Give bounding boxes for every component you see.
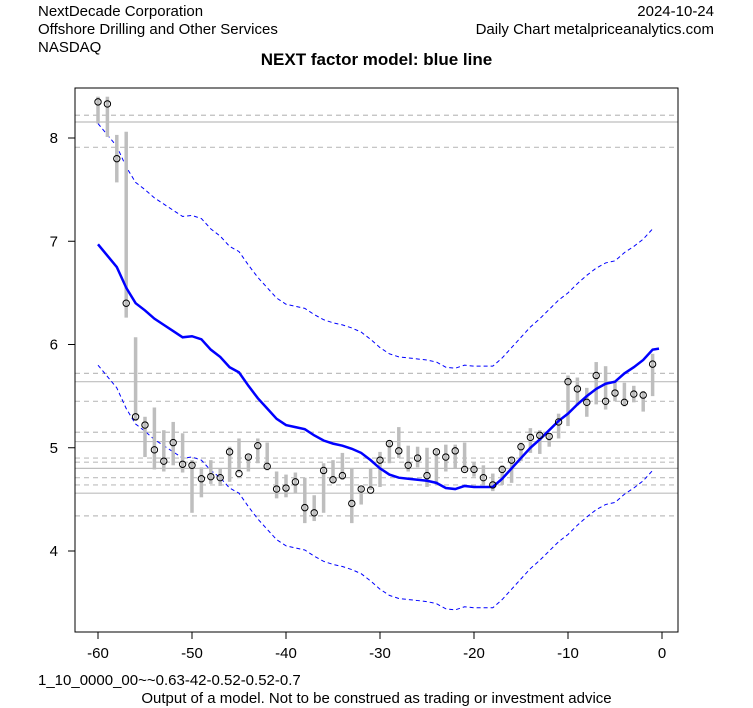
close-point — [639, 391, 647, 399]
close-point — [113, 154, 121, 163]
close-point — [573, 385, 582, 393]
close-point — [423, 471, 431, 480]
exchange-label: NASDAQ — [38, 39, 102, 56]
close-point — [554, 418, 563, 426]
close-point — [291, 478, 300, 486]
close-point — [592, 371, 600, 380]
y-tick-label: 5 — [50, 440, 58, 457]
close-point — [141, 421, 149, 429]
x-tick-label: -30 — [369, 645, 391, 662]
close-point — [413, 454, 422, 462]
close-point — [348, 499, 356, 508]
close-point — [197, 475, 206, 483]
close-point — [385, 439, 394, 448]
close-point — [301, 503, 309, 512]
close-point — [442, 453, 450, 461]
close-point — [94, 98, 102, 106]
close-point — [366, 486, 375, 494]
close-point — [160, 457, 168, 465]
x-tick-label: -60 — [87, 645, 109, 662]
close-point — [357, 485, 365, 493]
chart-title: NEXT factor model: blue line — [260, 50, 493, 69]
close-point — [329, 476, 337, 484]
x-tick-label: -50 — [181, 645, 203, 662]
close-point — [272, 485, 281, 493]
close-point — [122, 299, 130, 307]
x-tick-label: -10 — [557, 645, 579, 662]
y-tick-label: 6 — [50, 337, 58, 354]
close-point — [583, 398, 591, 407]
x-tick-label: -20 — [463, 645, 485, 662]
plot-frame — [74, 87, 679, 633]
close-point — [489, 481, 497, 489]
close-point — [479, 473, 488, 482]
close-point — [611, 389, 619, 397]
model-line — [97, 243, 660, 491]
close-point — [207, 472, 215, 481]
disclaimer: Output of a model. Not to be construed a… — [141, 690, 612, 707]
close-point — [545, 432, 553, 441]
close-point — [169, 438, 177, 447]
close-point — [244, 453, 253, 461]
model-params: 1_10_0000_00~~0.63-42-0.52-0.52-0.7 — [38, 672, 301, 689]
close-point — [451, 447, 459, 455]
close-point — [432, 448, 441, 456]
close-point — [470, 465, 478, 474]
close-point — [188, 461, 196, 470]
x-tick-label: -40 — [275, 645, 297, 662]
close-point — [648, 360, 657, 368]
close-point — [498, 465, 506, 474]
close-point — [216, 473, 224, 482]
close-point — [460, 465, 469, 474]
close-point — [131, 413, 140, 421]
close-point — [395, 447, 403, 455]
close-point — [319, 466, 328, 475]
close-point — [517, 443, 525, 451]
close-point — [254, 441, 262, 450]
close-point — [338, 471, 347, 480]
sector-label: Offshore Drilling and Other Services — [38, 21, 278, 38]
close-point — [225, 448, 234, 456]
close-point — [526, 433, 535, 442]
chart-date: 2024-10-24 — [637, 3, 714, 20]
close-point — [263, 462, 271, 471]
y-tick-label: 7 — [50, 233, 58, 250]
y-tick-label: 4 — [50, 543, 58, 560]
close-point — [282, 484, 290, 492]
upper-band-line — [97, 123, 653, 369]
x-tick-label: 0 — [658, 645, 666, 662]
close-point — [376, 456, 384, 464]
close-point — [601, 397, 610, 405]
close-point — [620, 398, 629, 407]
lower-band-line — [97, 364, 653, 611]
y-tick-label: 8 — [50, 130, 58, 147]
close-point — [150, 446, 159, 454]
close-point — [178, 460, 187, 468]
close-point — [103, 100, 112, 108]
close-point — [507, 456, 516, 464]
close-point — [404, 461, 412, 470]
close-point — [310, 509, 318, 517]
company-name: NextDecade Corporation — [38, 3, 204, 20]
close-point — [630, 390, 638, 398]
close-point — [536, 431, 544, 440]
close-point — [564, 377, 572, 386]
chart-source: Daily Chart metalpriceanalytics.com — [475, 21, 714, 38]
close-point — [235, 469, 243, 478]
